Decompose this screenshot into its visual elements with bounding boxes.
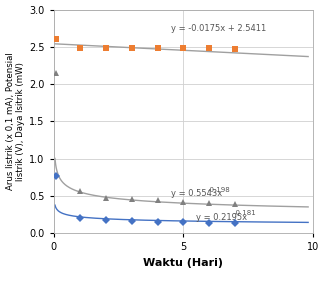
X-axis label: Waktu (Hari): Waktu (Hari) [143, 258, 224, 268]
P (mW) [233, 202, 237, 206]
I (mA) [54, 174, 58, 178]
V (v) [182, 46, 186, 49]
P (mW) [54, 71, 58, 75]
P (mW) [104, 196, 108, 200]
P (mW) [182, 200, 186, 204]
Line: V (v): V (v) [53, 36, 239, 53]
V (v) [130, 46, 134, 49]
I (mA) [182, 220, 186, 224]
V (v) [156, 46, 160, 49]
Text: y = 0.2195x: y = 0.2195x [197, 213, 248, 222]
I (mA) [207, 221, 211, 225]
Y-axis label: Arus listrik (x 0,1 mA), Potensial
listrik (V), Daya lsitrik (mW): Arus listrik (x 0,1 mA), Potensial listr… [6, 53, 25, 190]
P (mW) [130, 197, 134, 201]
I (mA) [233, 221, 237, 225]
V (v) [78, 46, 82, 49]
P (mW) [156, 199, 160, 202]
I (mA) [130, 219, 134, 223]
I (mA) [104, 218, 108, 222]
Line: I (mA): I (mA) [53, 173, 239, 226]
Text: -0.181: -0.181 [234, 210, 257, 216]
Text: y = 0.5543x: y = 0.5543x [171, 189, 222, 198]
V (v) [207, 47, 211, 50]
V (v) [104, 46, 108, 49]
V (v) [233, 47, 237, 51]
P (mW) [78, 189, 82, 193]
Text: -0.198: -0.198 [208, 187, 231, 193]
I (mA) [78, 216, 82, 219]
Line: P (mW): P (mW) [53, 69, 239, 208]
Text: y = -0.0175x + 2.5411: y = -0.0175x + 2.5411 [171, 24, 266, 33]
P (mW) [207, 202, 211, 205]
V (v) [54, 38, 58, 41]
I (mA) [156, 220, 160, 223]
